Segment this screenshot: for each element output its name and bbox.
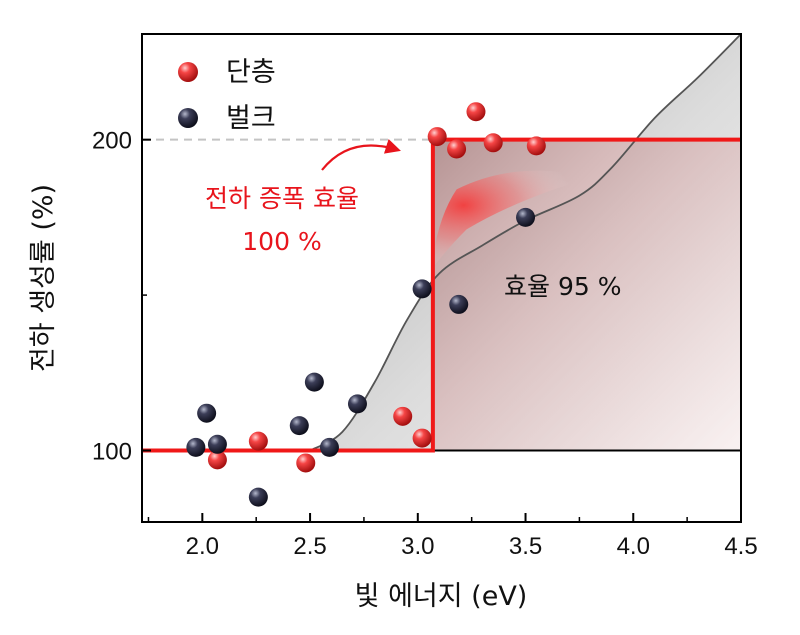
monolayer-point xyxy=(393,406,413,426)
monolayer-point xyxy=(447,139,467,159)
annotation-efficiency-95: 효율 95 % xyxy=(504,272,621,301)
bulk-point xyxy=(248,487,268,507)
bulk-point xyxy=(347,394,367,414)
bulk-point xyxy=(319,437,339,457)
legend-marker-bulk xyxy=(178,108,198,128)
bulk-point xyxy=(207,434,227,454)
efficiency-region-shaded-area xyxy=(432,139,741,451)
bulk-point xyxy=(186,437,206,457)
monolayer-point xyxy=(296,453,316,473)
annotation-efficiency-100-line2: 100 % xyxy=(242,227,321,256)
y-axis-title: 전하 생성률 (%) xyxy=(28,184,59,372)
legend-marker-monolayer xyxy=(178,62,198,82)
monolayer-point xyxy=(248,431,268,451)
plot-frame xyxy=(141,33,742,523)
bulk-point xyxy=(449,294,469,314)
y-tick-label: 200 xyxy=(92,128,132,155)
data-points xyxy=(186,102,546,507)
monolayer-point xyxy=(483,133,503,153)
x-tick-label: 2.5 xyxy=(293,533,326,560)
x-tick-label: 2.0 xyxy=(186,533,219,560)
legend-label-bulk: 벌크 xyxy=(226,103,276,134)
x-axis: 2.0 2.5 3.0 3.5 4.0 4.5 xyxy=(147,513,758,560)
legend: 단층 벌크 xyxy=(178,57,276,134)
x-tick-label: 3.5 xyxy=(509,533,542,560)
efficiency-95-curve xyxy=(309,34,741,452)
annotation-efficiency-100-line1: 전하 증폭 효율 xyxy=(205,184,359,213)
y-axis: 100 200 xyxy=(92,128,151,466)
monolayer-point xyxy=(526,136,546,156)
x-tick-label: 4.5 xyxy=(724,533,757,560)
x-tick-label: 3.0 xyxy=(401,533,434,560)
monolayer-point xyxy=(412,428,432,448)
monolayer-point xyxy=(427,127,447,147)
legend-label-monolayer: 단층 xyxy=(226,57,276,88)
bulk-point xyxy=(516,207,536,227)
efficiency-100-step-curve xyxy=(142,137,741,453)
monolayer-point xyxy=(466,102,486,122)
x-tick-label: 4.0 xyxy=(617,533,650,560)
bulk-point xyxy=(197,403,217,423)
monolayer-point xyxy=(207,450,227,470)
y-tick-label: 100 xyxy=(92,439,132,466)
bulk-point xyxy=(304,372,324,392)
annotation-curved-arrow xyxy=(321,138,401,171)
x-axis-title: 빛 에너지 (eV) xyxy=(355,581,528,612)
bulk-point xyxy=(289,416,309,436)
gain-glow-arrow xyxy=(431,170,592,270)
bulk-point xyxy=(412,279,432,299)
